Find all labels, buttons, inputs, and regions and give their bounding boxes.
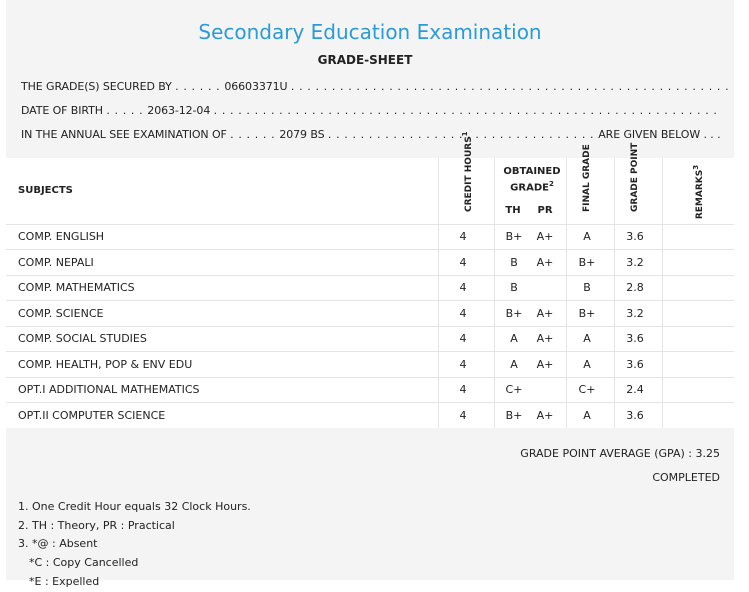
result-status: COMPLETED (652, 471, 720, 484)
table-row-final: A (583, 409, 591, 422)
table-row-gp: 2.4 (626, 383, 644, 396)
footnote-item: 2. TH : Theory, PR : Practical (18, 518, 175, 532)
exam-line: IN THE ANNUAL SEE EXAMINATION OF . . . .… (21, 128, 721, 141)
footnotes: 1. One Credit Hour equals 32 Clock Hours… (18, 498, 251, 592)
table-row-subject: OPT.II COMPUTER SCIENCE (18, 409, 166, 422)
table-row-credit: 4 (459, 409, 467, 422)
dob-value: 2063-12-04 (147, 104, 211, 117)
table-row-gp: 3.6 (626, 230, 644, 243)
table-row-th: A (510, 358, 518, 371)
header-subjects: SUBJECTS (18, 185, 73, 196)
header-practical: PR (537, 205, 553, 216)
grade-table: SUBJECTS CREDIT HOURS1 OBTAINED GRADE2 T… (6, 131, 734, 428)
table-row-th: B (510, 256, 518, 269)
table-row-final: C+ (578, 383, 596, 396)
table-row-pr: A+ (536, 256, 554, 269)
table-row-gp: 3.2 (626, 307, 644, 320)
table-row-subject: COMP. NEPALI (18, 256, 94, 269)
footnote-item: *E : Expelled (29, 574, 100, 588)
table-row-credit: 4 (459, 383, 467, 396)
table-row-pr: A+ (536, 230, 554, 243)
header-remarks: REMARKS3 (692, 164, 705, 220)
header-final-grade: FINAL GRADE (582, 144, 592, 212)
grade-sheet: Secondary Education Examination GRADE-SH… (6, 0, 749, 588)
table-row-th: B+ (505, 307, 523, 320)
footnote-item: 1. One Credit Hour equals 32 Clock Hours… (18, 500, 251, 513)
header-obtained-grade: OBTAINED GRADE2 (503, 166, 561, 194)
table-row-credit: 4 (459, 332, 467, 345)
symbol-number: 06603371U (224, 80, 288, 93)
page-margin (734, 0, 749, 580)
table-row-pr: A+ (536, 358, 554, 371)
table-row-th: B (510, 281, 518, 294)
table-row-credit: 4 (459, 281, 467, 294)
table-row-gp: 2.8 (626, 281, 644, 294)
exam-year: 2079 BS (279, 128, 325, 141)
table-row-subject: OPT.I ADDITIONAL MATHEMATICS (18, 383, 200, 396)
secured-by-line: THE GRADE(S) SECURED BY . . . . . . 0660… (21, 80, 749, 93)
table-row-final: B (583, 281, 591, 294)
table-row-final: A (583, 230, 591, 243)
table-row-th: C+ (505, 383, 523, 396)
dob-label: DATE OF BIRTH (21, 104, 103, 117)
footnote-item: *C : Copy Cancelled (29, 556, 139, 570)
table-row-gp: 3.6 (626, 332, 644, 345)
table-row-subject: COMP. HEALTH, POP & ENV EDU (18, 358, 193, 371)
table-row-final: B+ (578, 307, 596, 320)
table-row-subject: COMP. MATHEMATICS (18, 281, 135, 294)
table-row-th: B+ (505, 230, 523, 243)
sheet-heading: GRADE-SHEET (317, 53, 413, 67)
table-row-final: B+ (578, 256, 596, 269)
table-row-credit: 4 (459, 256, 467, 269)
table-row-credit: 4 (459, 307, 467, 320)
table-row-th: B+ (505, 409, 523, 422)
table-row-credit: 4 (459, 230, 467, 243)
table-row-final: A (583, 332, 591, 345)
table-row-gp: 3.6 (626, 409, 644, 422)
header-theory: TH (505, 205, 521, 216)
table-row-subject: COMP. ENGLISH (18, 230, 105, 243)
table-row-pr: A+ (536, 409, 554, 422)
header-credit-hours: CREDIT HOURS1 (461, 131, 474, 212)
table-row-credit: 4 (459, 358, 467, 371)
table-row-th: A (510, 332, 518, 345)
exam-suffix: ARE GIVEN BELOW . . . (598, 128, 721, 141)
table-row-gp: 3.6 (626, 358, 644, 371)
exam-label: IN THE ANNUAL SEE EXAMINATION OF (21, 128, 227, 141)
table-row-gp: 3.2 (626, 256, 644, 269)
header-grade-point: GRADE POINT (630, 142, 640, 212)
table-row-pr: A+ (536, 332, 554, 345)
footnote-item: 3. *@ : Absent (18, 537, 98, 551)
secured-by-label: THE GRADE(S) SECURED BY (21, 80, 172, 93)
table-row-subject: COMP. SOCIAL STUDIES (18, 332, 147, 345)
table-row-pr: A+ (536, 307, 554, 320)
exam-title: Secondary Education Examination (198, 20, 542, 44)
table-row-final: A (583, 358, 591, 371)
table-row-subject: COMP. SCIENCE (18, 307, 104, 320)
dob-line: DATE OF BIRTH . . . . . 2063-12-04 . . .… (21, 104, 718, 117)
gpa-summary: GRADE POINT AVERAGE (GPA) : 3.25 (520, 447, 720, 460)
